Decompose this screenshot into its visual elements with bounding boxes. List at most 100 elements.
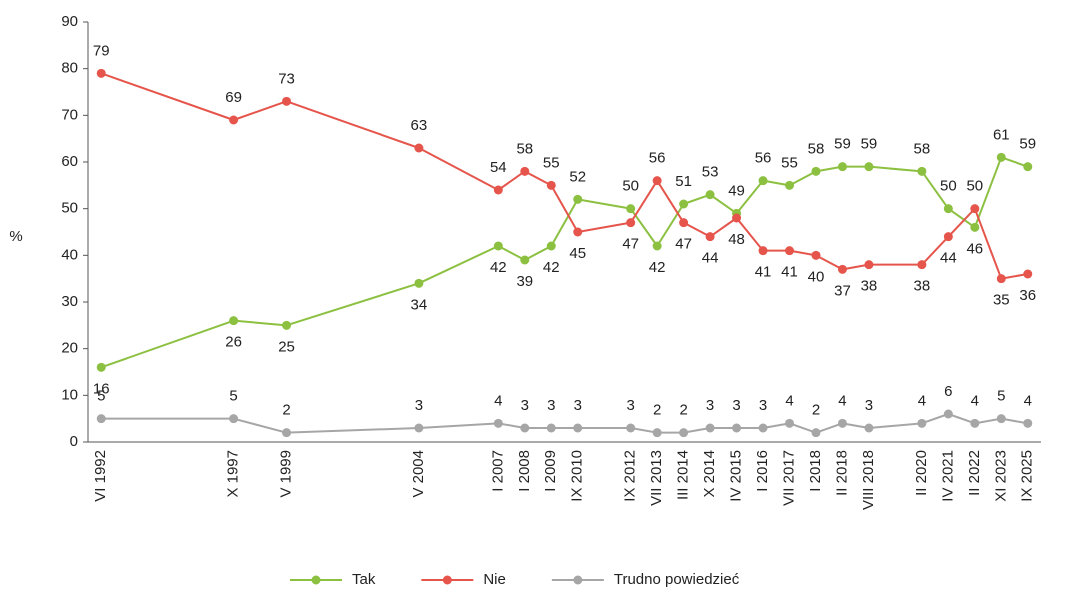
- line-segment: [683, 221, 711, 238]
- data-point: [705, 190, 715, 200]
- data-point: [1023, 418, 1033, 428]
- data-point: [520, 423, 530, 433]
- line-segment: [789, 170, 817, 187]
- data-label: 56: [755, 150, 772, 167]
- data-label: 45: [569, 245, 586, 262]
- data-point: [705, 232, 715, 242]
- y-tick-label: 10: [61, 386, 78, 403]
- y-tick-label: 60: [61, 153, 78, 170]
- data-label: 3: [415, 397, 423, 414]
- line-segment: [921, 413, 949, 425]
- line-segment: [233, 319, 287, 327]
- x-tick-label: X 1997: [225, 450, 242, 498]
- data-label: 5: [97, 388, 105, 405]
- data-label: 39: [516, 273, 533, 290]
- data-label: 47: [622, 236, 639, 253]
- data-point: [679, 218, 689, 228]
- y-axis-label: %: [9, 228, 22, 245]
- data-label: 16: [93, 380, 110, 397]
- line-segment: [815, 422, 843, 434]
- data-label: 44: [702, 250, 719, 267]
- x-tick-label: III 2014: [675, 450, 692, 500]
- legend-marker: [573, 575, 583, 585]
- data-label: 6: [944, 383, 952, 400]
- line-segment: [735, 180, 764, 214]
- data-label: 35: [993, 292, 1010, 309]
- data-point: [758, 246, 768, 256]
- data-point: [573, 194, 583, 204]
- line-segment: [524, 170, 552, 187]
- data-label: 52: [569, 168, 586, 185]
- data-point: [282, 320, 292, 330]
- x-tick-label: IX 2010: [569, 450, 586, 502]
- data-point: [414, 143, 424, 153]
- data-label: 25: [278, 338, 295, 355]
- data-point: [520, 166, 530, 176]
- data-point: [493, 185, 503, 195]
- line-segment: [1000, 156, 1029, 168]
- data-label: 4: [918, 392, 926, 409]
- data-label: 3: [732, 397, 740, 414]
- x-tick-label: VII 2013: [648, 450, 665, 506]
- y-tick-label: 50: [61, 200, 78, 217]
- x-tick-label: VI 1992: [92, 450, 109, 502]
- line-segment: [868, 165, 922, 173]
- data-label: 56: [649, 150, 666, 167]
- data-label: 3: [865, 397, 873, 414]
- data-point: [626, 204, 636, 214]
- x-tick-label: II 2018: [833, 450, 850, 496]
- line-segment: [629, 180, 658, 224]
- data-label: 53: [702, 164, 719, 181]
- x-tick-label: VII 2017: [780, 450, 797, 506]
- data-point: [811, 428, 821, 438]
- data-label: 42: [649, 259, 666, 276]
- legend-label: Tak: [352, 571, 376, 588]
- data-point: [229, 115, 239, 125]
- y-tick-label: 20: [61, 340, 78, 357]
- x-tick-label: IX 2025: [1019, 450, 1036, 502]
- data-point: [864, 260, 874, 270]
- x-tick-label: XI 2023: [992, 450, 1009, 502]
- data-point: [943, 204, 953, 214]
- data-label: 4: [838, 392, 846, 409]
- data-label: 3: [521, 397, 529, 414]
- y-tick-label: 90: [61, 13, 78, 30]
- data-label: 2: [679, 402, 687, 419]
- data-point: [785, 246, 795, 256]
- data-label: 41: [781, 264, 798, 281]
- line-segment: [656, 203, 685, 247]
- data-point: [282, 428, 292, 438]
- data-label: 55: [781, 154, 798, 171]
- legend-marker: [442, 575, 452, 585]
- line-segment: [286, 100, 420, 149]
- data-label: 73: [278, 70, 295, 87]
- data-point: [626, 218, 636, 228]
- data-label: 44: [940, 250, 957, 267]
- line-segment: [550, 198, 579, 247]
- data-label: 61: [993, 126, 1010, 143]
- data-label: 38: [861, 278, 878, 295]
- data-point: [1023, 162, 1033, 172]
- x-tick-label: V 2004: [410, 450, 427, 498]
- line-segment: [286, 427, 419, 434]
- line-segment: [100, 72, 234, 121]
- data-point: [493, 418, 503, 428]
- data-label: 58: [808, 140, 825, 157]
- line-segment: [921, 235, 950, 266]
- data-label: 3: [627, 397, 635, 414]
- data-point: [864, 423, 874, 433]
- data-point: [573, 227, 583, 237]
- data-label: 37: [834, 282, 851, 299]
- data-point: [917, 166, 927, 176]
- line-segment: [233, 417, 287, 434]
- line-segment: [921, 170, 950, 210]
- line-segment: [868, 422, 922, 429]
- data-point: [96, 68, 106, 78]
- data-label: 51: [675, 173, 692, 190]
- data-label: 36: [1019, 287, 1036, 304]
- line-segment: [286, 282, 420, 327]
- data-label: 2: [282, 402, 290, 419]
- data-point: [679, 199, 689, 209]
- line-segment: [656, 180, 685, 224]
- line-segment: [947, 207, 976, 238]
